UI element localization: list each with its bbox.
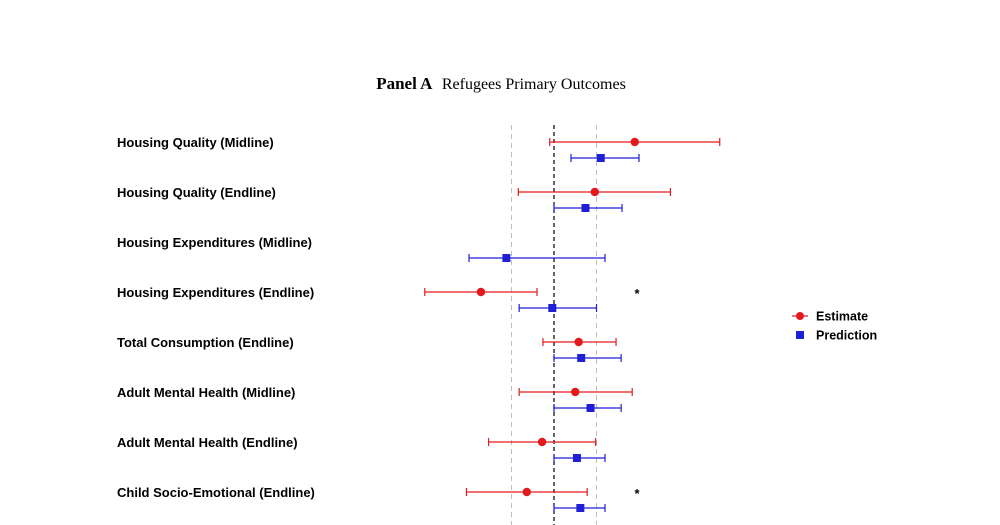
coefficient-row: Housing Expenditures (Midline) [117, 235, 606, 262]
row-label: Housing Expenditures (Midline) [117, 235, 312, 250]
row-label: Housing Expenditures (Endline) [117, 285, 314, 300]
prediction-point [586, 404, 595, 412]
coefficient-row: Child Socio-Emotional (Endline) * [117, 485, 640, 512]
reference-lines [511, 125, 597, 525]
coefficient-row: Adult Mental Health (Endline) [117, 435, 606, 462]
prediction-point [548, 304, 557, 312]
legend-prediction-marker [796, 331, 804, 339]
chart-title-panel: Panel A [376, 74, 433, 93]
row-label: Child Socio-Emotional (Endline) [117, 485, 315, 500]
row-label: Adult Mental Health (Endline) [117, 435, 298, 450]
prediction-point [502, 254, 511, 262]
legend-item: Estimate [792, 310, 868, 324]
legend-estimate-marker [796, 312, 804, 320]
estimate-point [537, 437, 547, 447]
legend-label: Prediction [816, 329, 877, 343]
coefficient-row: Housing Quality (Midline) [117, 135, 721, 162]
coefficient-row: Adult Mental Health (Midline) [117, 385, 633, 412]
legend: Estimate Prediction [792, 310, 877, 343]
estimate-point [574, 337, 583, 347]
legend-label: Estimate [816, 310, 868, 324]
chart-title-text: Refugees Primary Outcomes [442, 76, 626, 93]
row-label: Adult Mental Health (Midline) [117, 385, 295, 400]
estimate-point [476, 287, 486, 297]
estimate-point [590, 187, 599, 197]
prediction-point [596, 154, 605, 162]
significance-marker: * [634, 286, 640, 301]
chart-title: Panel A Refugees Primary Outcomes [376, 74, 626, 93]
coefficient-row: Total Consumption (Endline) [117, 335, 622, 362]
legend-item: Prediction [796, 329, 877, 343]
prediction-point [576, 504, 585, 512]
prediction-point [577, 354, 586, 362]
estimate-point [630, 137, 639, 147]
prediction-point [581, 204, 590, 212]
significance-marker: * [634, 486, 640, 501]
coefficient-rows: Housing Quality (Midline) Housing Quality… [117, 135, 721, 512]
coefficient-row: Housing Quality (Endline) [117, 185, 672, 212]
row-label: Total Consumption (Endline) [117, 335, 294, 350]
row-label: Housing Quality (Midline) [117, 135, 274, 150]
estimate-point [571, 387, 580, 397]
coefficient-row: Housing Expenditures (Endline) * [117, 285, 640, 312]
prediction-point [572, 454, 581, 462]
estimate-point [522, 487, 531, 497]
row-label: Housing Quality (Endline) [117, 185, 276, 200]
